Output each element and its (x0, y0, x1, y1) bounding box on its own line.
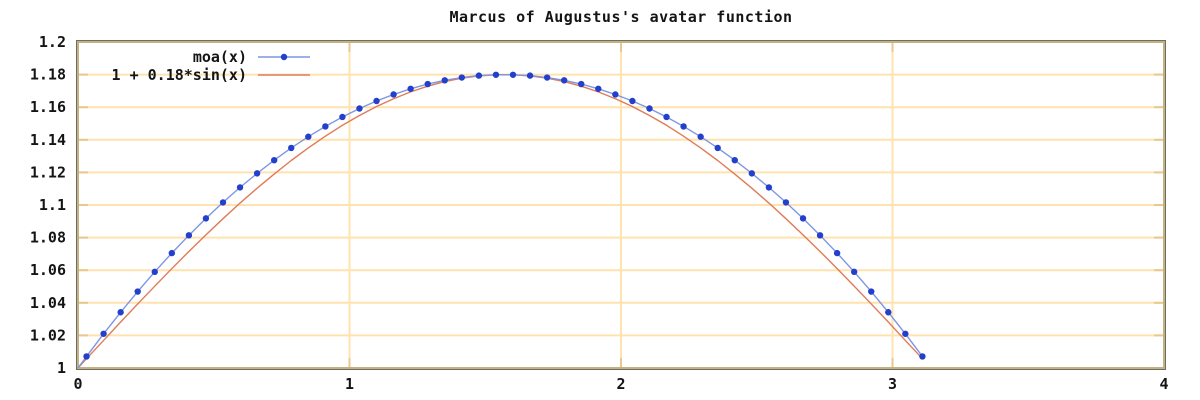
series-moa-point (390, 91, 397, 98)
series-moa-point (492, 71, 500, 78)
series-moa-point (595, 85, 602, 92)
series-moa-point (441, 77, 448, 84)
ytick-label: 1.02 (30, 326, 66, 344)
series-moa-point (680, 123, 687, 130)
series-moa-point (288, 144, 295, 152)
series-moa-point (612, 91, 619, 98)
series-moa-point (151, 268, 158, 276)
series-moa-point (356, 105, 363, 112)
series-moa-point (83, 353, 90, 360)
series-moa-point (731, 156, 738, 164)
series-moa-point (236, 184, 244, 191)
xtick-label: 1 (345, 375, 354, 393)
series-moa-point (270, 156, 278, 164)
series-moa-point (833, 249, 841, 257)
ytick-label: 1.06 (30, 261, 66, 279)
series-moa-point (509, 71, 517, 78)
xtick-label: 2 (616, 375, 625, 393)
series-moa-point (219, 199, 227, 206)
ytick-label: 1.04 (30, 294, 66, 312)
series-moa-point (407, 85, 414, 92)
series-moa-point (322, 123, 329, 130)
series-moa-point (902, 330, 909, 337)
series-moa-point (714, 144, 721, 152)
series-moa-point (868, 288, 875, 295)
ytick-label: 1.08 (30, 229, 66, 247)
series-moa-point (253, 170, 261, 177)
chart-title: Marcus of Augustus's avatar function (449, 8, 793, 26)
series-moa-point (799, 215, 807, 222)
xtick-label: 4 (1159, 375, 1168, 393)
ytick-label: 1.14 (30, 131, 66, 149)
series-moa-point (117, 309, 124, 316)
legend-sample-point (280, 53, 288, 61)
series-moa-point (100, 330, 107, 337)
series-moa-point (560, 77, 568, 84)
series-moa-point (748, 170, 756, 177)
series-moa-point (134, 288, 141, 295)
series-moa-point (885, 309, 892, 316)
ytick-label: 1 (57, 359, 66, 377)
ytick-label: 1.2 (39, 33, 66, 51)
series-moa-point (578, 80, 585, 88)
plot-border-outer (76, 40, 1166, 370)
series-moa-point (629, 97, 636, 105)
series-sine-line (77, 74, 923, 369)
ytick-label: 1.18 (30, 66, 66, 84)
xtick-label: 3 (888, 375, 897, 393)
series-moa-point (373, 97, 380, 105)
series-moa-point (168, 249, 176, 257)
series-moa-point (850, 268, 858, 276)
series-moa-point (646, 105, 653, 112)
legend-label: 1 + 0.18*sin(x) (112, 66, 247, 84)
series-moa-point (816, 232, 824, 239)
series-moa-point (475, 72, 483, 79)
series-moa-point (202, 215, 210, 222)
series-moa-line (77, 74, 923, 369)
series-moa-point (543, 74, 551, 81)
legend-label: moa(x) (193, 48, 247, 66)
series-moa-point (424, 80, 431, 88)
series-moa-point (663, 113, 670, 121)
series-moa-point (919, 353, 926, 360)
ytick-label: 1.16 (30, 98, 66, 116)
xtick-label: 0 (73, 375, 82, 393)
series-moa-point (458, 74, 466, 81)
ytick-label: 1.1 (39, 196, 66, 214)
series-moa-point (782, 199, 790, 206)
series-moa-point (526, 72, 534, 79)
series-moa-point (305, 133, 312, 140)
series-moa-point (339, 113, 346, 121)
series-moa-point (185, 232, 193, 239)
ytick-label: 1.12 (30, 163, 66, 181)
plot-border-inner (77, 41, 1165, 369)
series-moa-point (765, 184, 773, 191)
series-moa-point (697, 133, 704, 140)
